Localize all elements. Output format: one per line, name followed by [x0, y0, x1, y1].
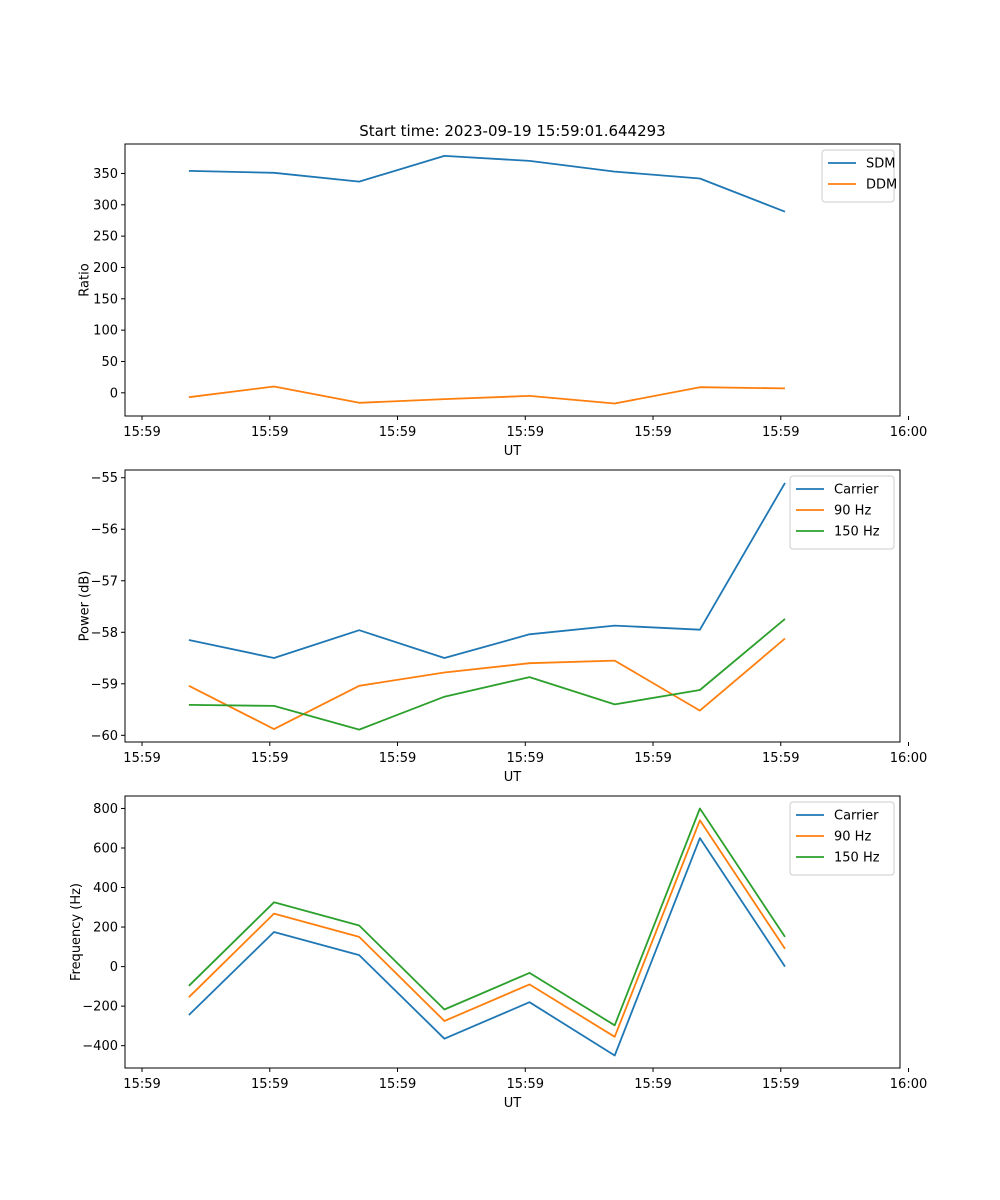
ratio-y-tick-label: 50 — [101, 355, 118, 370]
ratio-series-line-ddm — [188, 385, 786, 405]
frequency-x-tick-label: 15:59 — [251, 1077, 288, 1092]
frequency-y-axis-label: Frequency (Hz) — [69, 883, 84, 981]
frequency-x-tick-label: 15:59 — [507, 1077, 544, 1092]
frequency-x-axis-label: UT — [504, 1096, 522, 1111]
frequency-x-tick-label: 15:59 — [762, 1077, 799, 1092]
power-panel: 15:59 15:59 15:59 15:59 15:59 15:59 16:00 −60 −5… — [77, 469, 927, 785]
frequency-x-tick-label: 16:00 — [890, 1077, 927, 1092]
frequency-x-tick-label: 15:59 — [634, 1077, 671, 1092]
power-x-tick-label: 15:59 — [507, 751, 544, 766]
frequency-y-tick-label: 400 — [93, 881, 118, 896]
ratio-axes-frame — [124, 143, 901, 417]
power-x-tick-label: 15:59 — [379, 751, 416, 766]
ratio-y-tick-label: 250 — [93, 230, 118, 245]
ratio-x-tick-label: 15:59 — [251, 425, 288, 440]
ratio-y-tick-label: 350 — [93, 167, 118, 182]
power-x-axis-label: UT — [504, 770, 522, 785]
frequency-series-line-150-hz — [188, 807, 786, 1027]
frequency-y-tick-label: −400 — [82, 1039, 118, 1054]
ratio-y-tick-label: 150 — [93, 292, 118, 307]
frequency-x-tick-label: 15:59 — [123, 1077, 160, 1092]
ratio-legend-label: SDM — [866, 157, 895, 172]
power-y-tick-label: −60 — [91, 729, 118, 744]
frequency-y-tick-label: −200 — [82, 1000, 118, 1015]
power-x-tick-label: 15:59 — [634, 751, 671, 766]
frequency-series-line-carrier — [188, 837, 786, 1057]
power-series-line-150-hz — [188, 618, 786, 731]
power-y-tick-label: −59 — [91, 677, 118, 692]
frequency-panel: 15:59 15:59 15:59 15:59 15:59 15:59 16:00 −400 −… — [69, 795, 927, 1111]
figure-title: Start time: 2023-09-19 15:59:01.644293 — [359, 122, 665, 140]
ratio-x-tick-label: 15:59 — [634, 425, 671, 440]
power-x-tick-label: 15:59 — [251, 751, 288, 766]
ratio-series-line-sdm — [188, 154, 786, 213]
frequency-y-tick-label: 0 — [110, 960, 118, 975]
power-legend-label: 90 Hz — [834, 504, 871, 519]
ratio-y-axis-label: Ratio — [77, 263, 92, 296]
power-legend-label: Carrier — [834, 483, 879, 498]
ratio-y-tick-label: 100 — [93, 324, 118, 339]
ratio-x-tick-label: 16:00 — [890, 425, 927, 440]
ratio-x-tick-label: 15:59 — [123, 425, 160, 440]
ratio-panel: 15:59 15:59 15:59 15:59 15:59 15:59 16:00 0 50 10… — [77, 143, 927, 459]
frequency-y-tick-label: 600 — [93, 841, 118, 856]
frequency-y-tick-label: 800 — [93, 802, 118, 817]
ratio-legend-label: DDM — [866, 178, 897, 193]
power-x-tick-label: 16:00 — [890, 751, 927, 766]
ratio-x-tick-label: 15:59 — [379, 425, 416, 440]
ratio-y-tick-label: 0 — [110, 386, 118, 401]
power-y-tick-label: −58 — [91, 626, 118, 641]
frequency-legend-label: Carrier — [834, 809, 879, 824]
power-series-line-90-hz — [188, 637, 786, 730]
ratio-x-tick-label: 15:59 — [507, 425, 544, 440]
ratio-y-tick-label: 300 — [93, 198, 118, 213]
power-y-tick-label: −57 — [91, 574, 118, 589]
power-y-tick-label: −55 — [91, 471, 118, 486]
frequency-axes-frame — [124, 795, 901, 1069]
power-axes-frame — [124, 469, 901, 743]
power-x-tick-label: 15:59 — [123, 751, 160, 766]
frequency-legend-label: 150 Hz — [834, 851, 880, 866]
power-y-axis-label: Power (dB) — [77, 571, 92, 642]
power-legend-label: 150 Hz — [834, 525, 880, 540]
frequency-x-tick-label: 15:59 — [379, 1077, 416, 1092]
ratio-x-tick-label: 15:59 — [762, 425, 799, 440]
frequency-series-line-90-hz — [188, 819, 786, 1038]
ratio-x-axis-label: UT — [504, 444, 522, 459]
power-x-tick-label: 15:59 — [762, 751, 799, 766]
frequency-y-tick-label: 200 — [93, 921, 118, 936]
power-y-tick-label: −56 — [91, 523, 118, 538]
frequency-legend-label: 90 Hz — [834, 830, 871, 845]
power-series-line-carrier — [188, 482, 786, 659]
ratio-y-tick-label: 200 — [93, 261, 118, 276]
